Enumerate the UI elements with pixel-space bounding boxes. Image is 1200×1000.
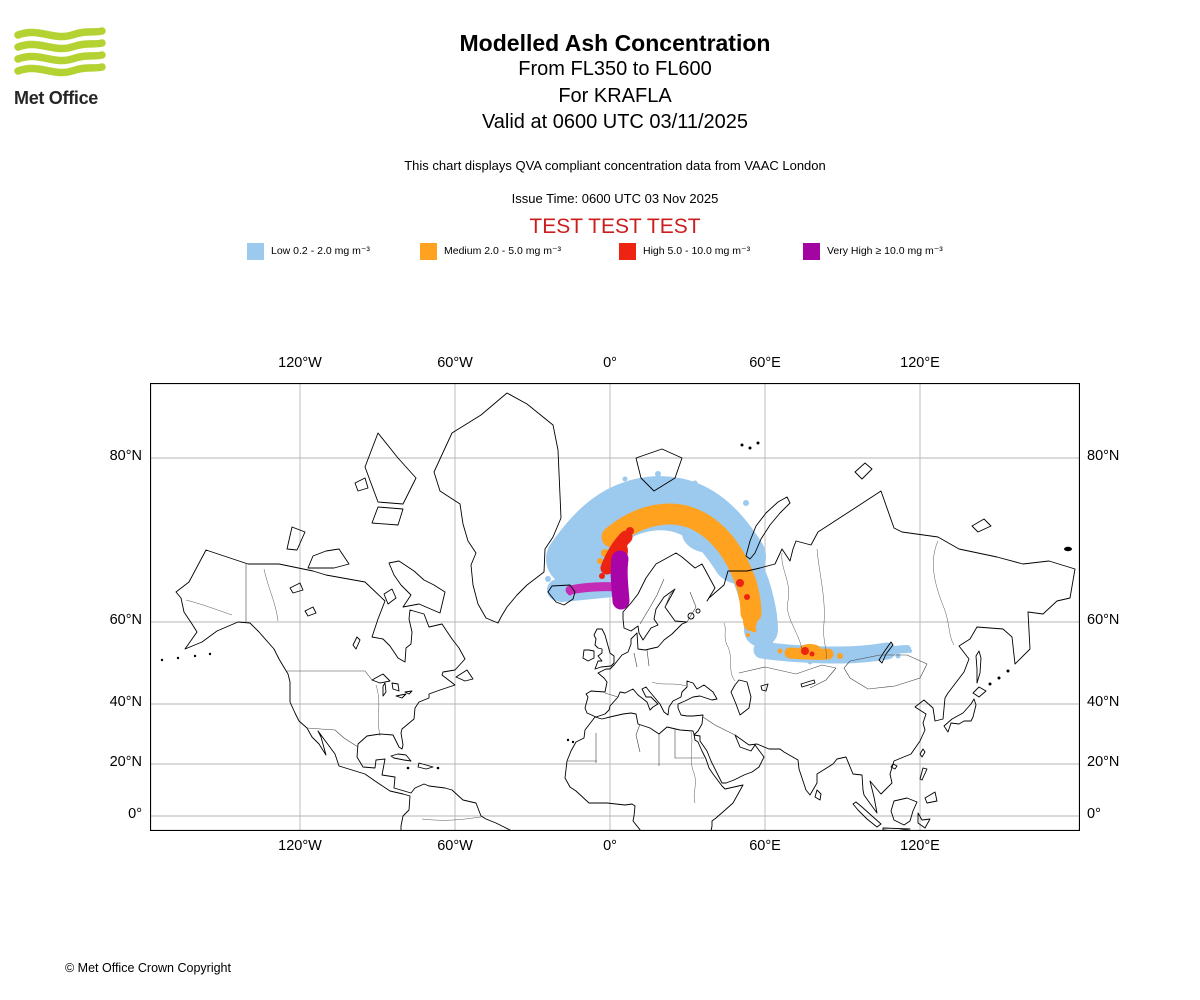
lon-tick-bottom-120e: 120°E: [900, 838, 940, 854]
lon-tick-top-120e: 120°E: [900, 355, 940, 371]
logo-waves-icon: [14, 27, 106, 77]
legend-item-medium: Medium 2.0 - 5.0 mg m⁻³: [420, 242, 561, 260]
ash-map: [150, 383, 1080, 831]
lat-tick-left-40n: 40°N: [109, 694, 142, 710]
lat-tick-right-80n: 80°N: [1087, 448, 1120, 464]
coastlines: [175, 392, 1076, 831]
rivers: [185, 540, 955, 821]
lon-tick-bottom-60w: 60°W: [437, 838, 473, 854]
chart-note: This chart displays QVA compliant concen…: [404, 158, 826, 173]
legend-label-high: High 5.0 - 10.0 mg m⁻³: [643, 245, 751, 257]
legend-item-low: Low 0.2 - 2.0 mg m⁻³: [247, 242, 370, 260]
lon-tick-top-0: 0°: [603, 355, 617, 371]
lon-tick-bottom-60e: 60°E: [749, 838, 781, 854]
chart-volcano: For KRAFLA: [558, 84, 672, 107]
legend-label-low: Low 0.2 - 2.0 mg m⁻³: [271, 245, 370, 257]
lat-tick-right-0: 0°: [1087, 806, 1101, 822]
lon-tick-top-60e: 60°E: [749, 355, 781, 371]
ash-plume-very-high: [565, 550, 630, 610]
legend-swatch-high: [619, 242, 636, 260]
legend-label-very-high: Very High ≥ 10.0 mg m⁻³: [827, 245, 943, 257]
island-specks: [160, 441, 1072, 770]
lat-tick-left-80n: 80°N: [109, 448, 142, 464]
lon-tick-bottom-120w: 120°W: [278, 838, 322, 854]
graticule: [150, 383, 1080, 831]
ash-plume-very-high-speckles: [567, 585, 582, 596]
logo-wordmark: Met Office: [14, 88, 99, 108]
lat-tick-left-0: 0°: [128, 806, 142, 822]
legend-item-high: High 5.0 - 10.0 mg m⁻³: [619, 242, 750, 260]
issue-time: Issue Time: 0600 UTC 03 Nov 2025: [511, 191, 719, 206]
lat-tick-right-60n: 60°N: [1087, 612, 1120, 628]
lon-tick-top-60w: 60°W: [437, 355, 473, 371]
chart-valid-time: Valid at 0600 UTC 03/11/2025: [481, 111, 749, 134]
met-office-logo: [14, 27, 106, 77]
map-frame: [150, 383, 1080, 831]
copyright: © Met Office Crown Copyright: [65, 961, 231, 975]
legend-swatch-low: [247, 242, 264, 260]
lat-tick-right-40n: 40°N: [1087, 694, 1120, 710]
legend-swatch-medium: [420, 242, 437, 260]
test-banner: TEST TEST TEST: [529, 215, 701, 238]
legend-item-very-high: Very High ≥ 10.0 mg m⁻³: [803, 242, 943, 260]
country-borders: [245, 564, 928, 766]
title-block: Modelled Ash Concentration From FL350 to…: [30, 30, 1200, 136]
chart-level-range: From FL350 to FL600: [518, 58, 712, 81]
legend-label-medium: Medium 2.0 - 5.0 mg m⁻³: [444, 245, 561, 257]
lat-tick-right-20n: 20°N: [1087, 754, 1120, 770]
lon-tick-bottom-0: 0°: [603, 838, 617, 854]
lat-tick-left-60n: 60°N: [109, 612, 142, 628]
lon-tick-top-120w: 120°W: [278, 355, 322, 371]
chart-title: Modelled Ash Concentration: [459, 30, 771, 56]
lat-tick-left-20n: 20°N: [109, 754, 142, 770]
legend-swatch-very-high: [803, 242, 820, 260]
